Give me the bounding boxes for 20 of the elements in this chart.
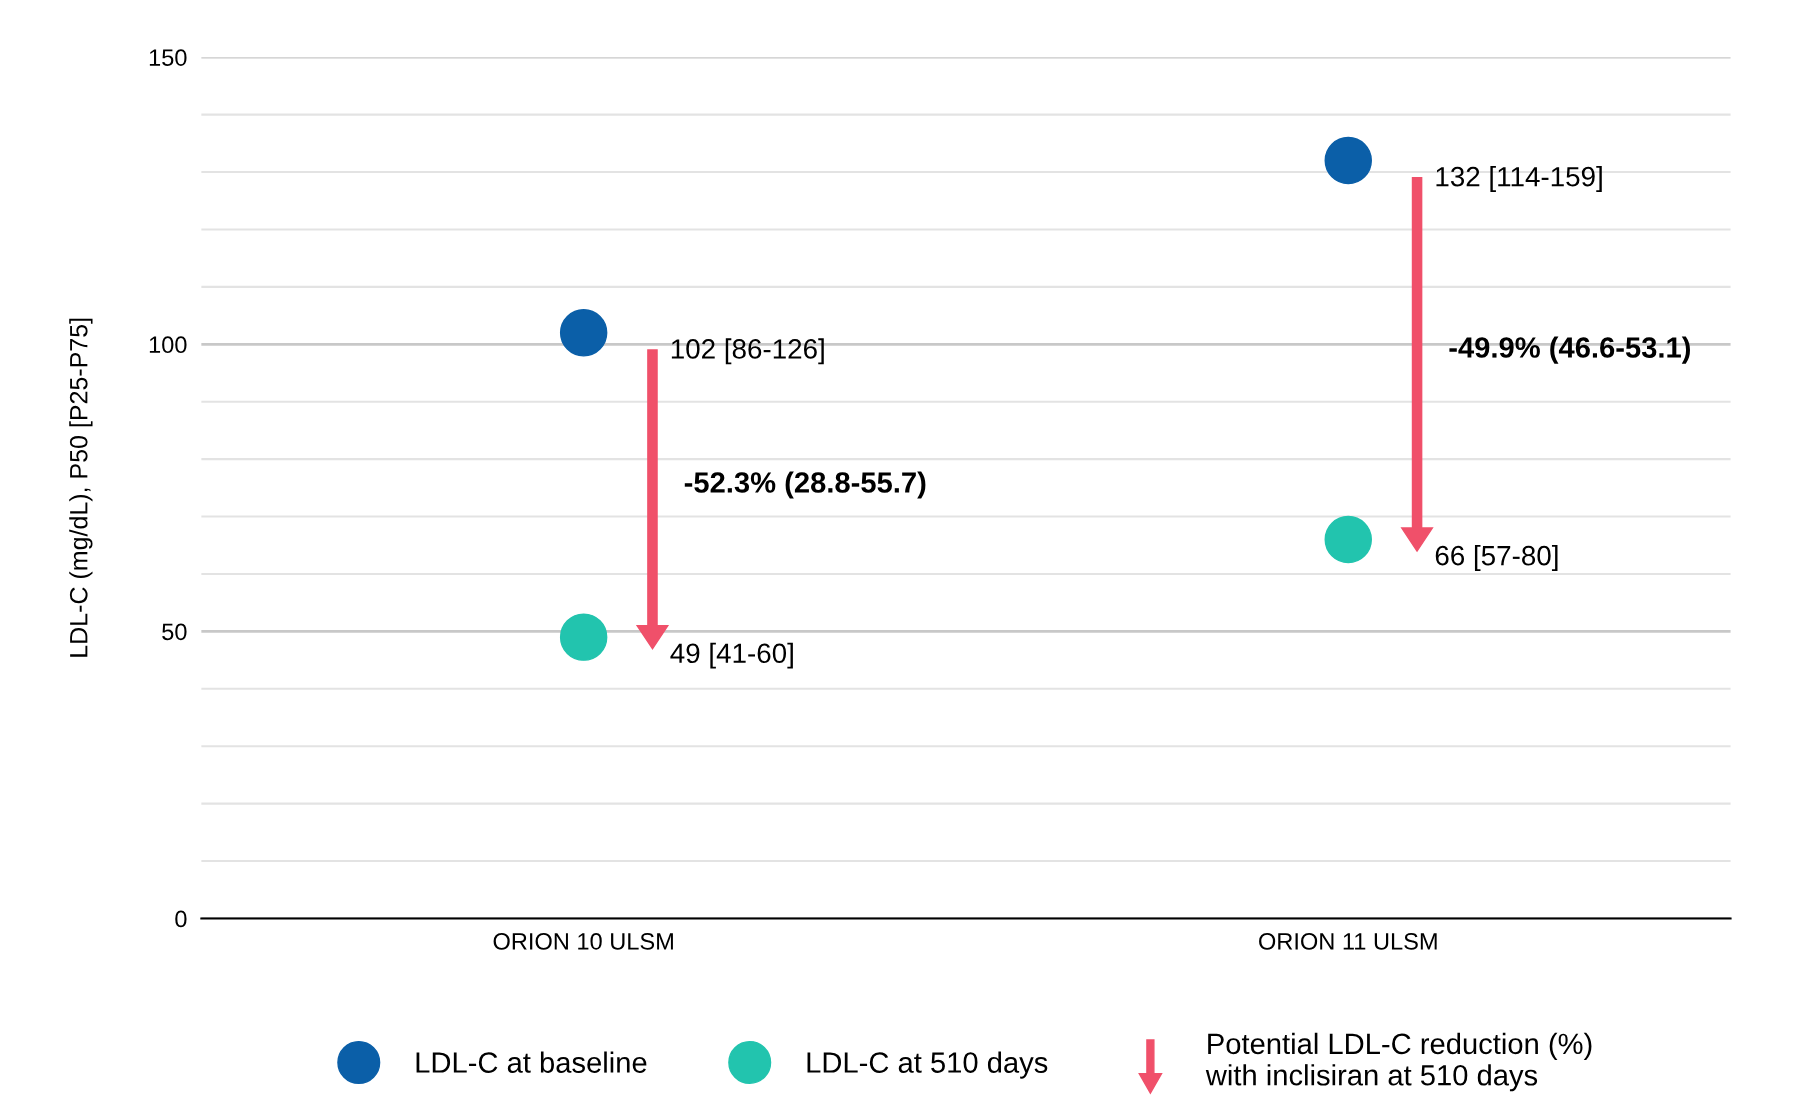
y-tick-label: 150 [149, 49, 187, 66]
point [559, 613, 608, 661]
legend-label: LDL-C at baseline [416, 1051, 647, 1073]
annotation: 66 [57-80] [1435, 545, 1558, 571]
y-tick-label: 50 [162, 623, 187, 641]
point [559, 309, 608, 357]
y-axis-title: LDL-C (mg/dL), P50 [P25-P75] [69, 318, 93, 657]
annotation: -52.3% (28.8-55.7) [684, 471, 926, 499]
legend-label: LDL-C at 510 days [807, 1051, 1048, 1079]
y-tick-label: 100 [149, 336, 187, 354]
annotation: 49 [41-60] [670, 642, 793, 669]
x-tick-label: ORION 11 ULSM [1259, 933, 1437, 950]
y-tick-label: 0 [175, 910, 187, 928]
annotation: 132 [114-159] [1436, 166, 1602, 193]
annotation: 102 [86-126] [671, 338, 824, 365]
point [1324, 136, 1372, 185]
point [1324, 515, 1372, 564]
x-tick-label: ORION 10 ULSM [493, 933, 673, 950]
annotation: -49.9% (46.6-53.1) [1449, 336, 1690, 364]
text: Potential LDL-C reduction (%) with inclisiran at 510 days [1205, 1032, 1592, 1092]
